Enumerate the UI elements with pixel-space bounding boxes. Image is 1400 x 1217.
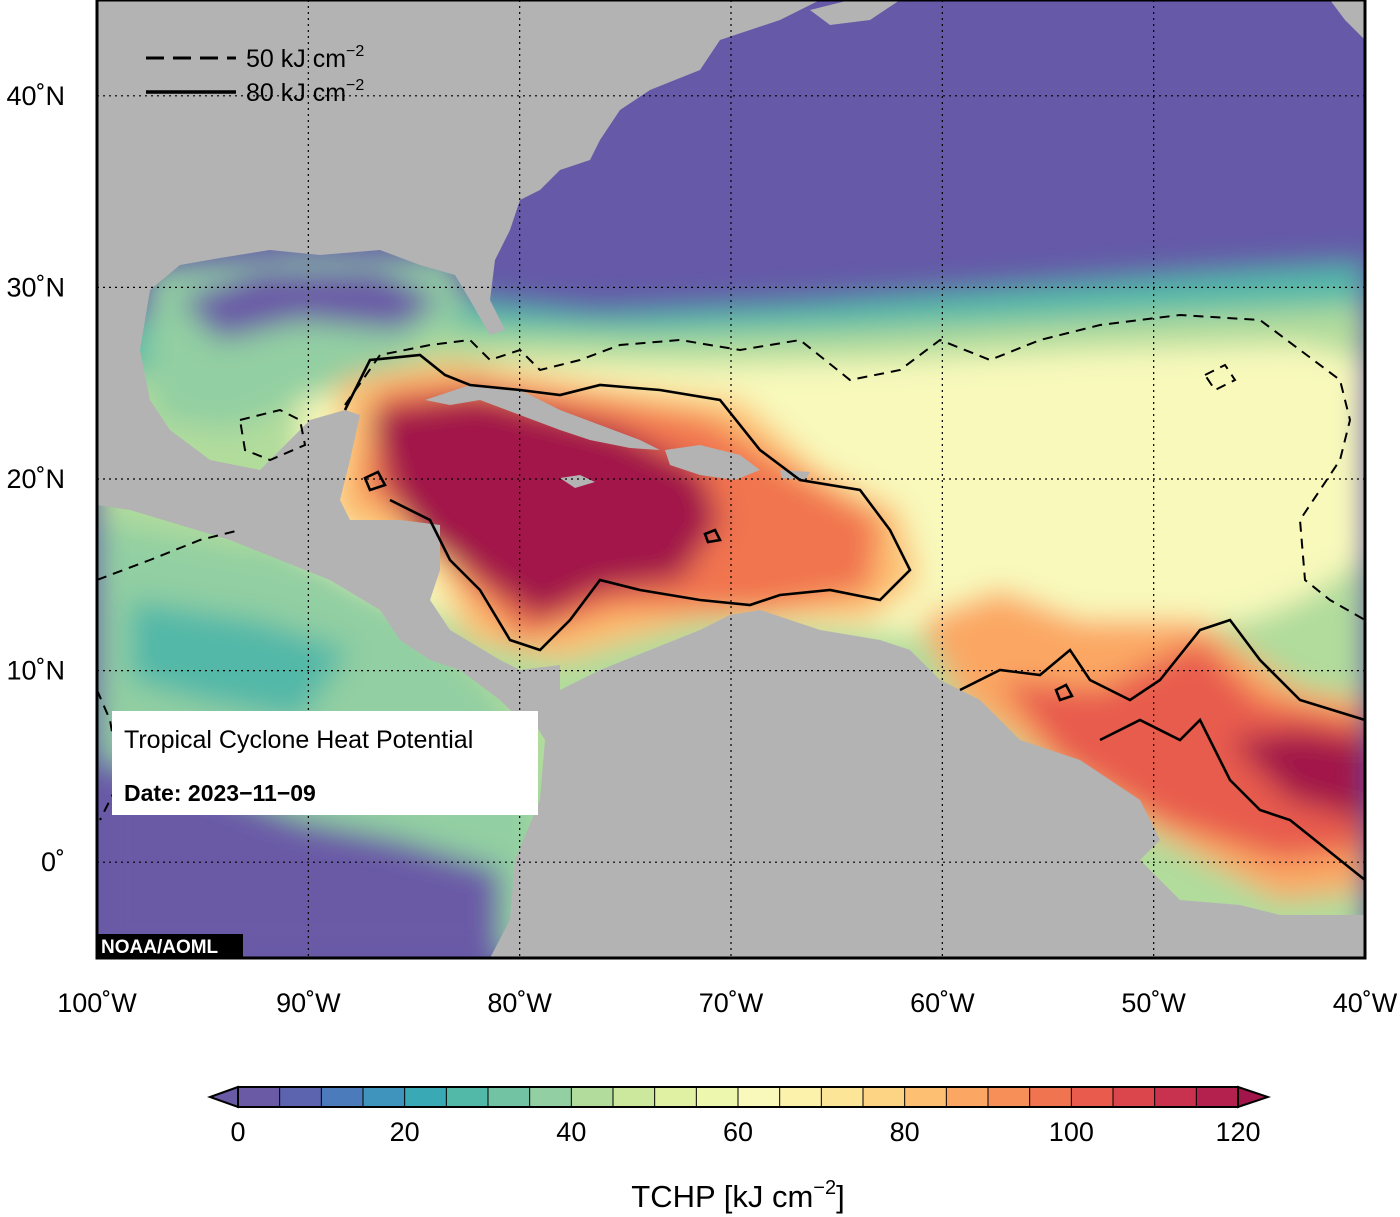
colorbar-low-arrow	[207, 1085, 239, 1109]
cuba-land	[425, 385, 660, 450]
colorbar-cell	[1154, 1087, 1197, 1107]
south-america-land	[490, 610, 1365, 958]
colorbar-frame	[237, 1086, 1239, 1108]
longitude-tick-labels: 100˚W 90˚W 80˚W 70˚W 60˚W 50˚W 40˚W	[57, 988, 1398, 1018]
legend-solid-label: 80 kJ cm−2	[246, 77, 364, 107]
colorbar-cell	[1029, 1087, 1072, 1107]
colorbar-cell	[279, 1087, 322, 1107]
colorbar-cell	[1196, 1087, 1239, 1107]
info-box: Tropical Cyclone Heat Potential Date: 20…	[112, 711, 538, 815]
colorbar-cell	[321, 1087, 364, 1107]
colorbar-tick-label: 0	[230, 1117, 245, 1147]
colorbar-cell	[696, 1087, 739, 1107]
contour-80	[343, 353, 1365, 882]
colorbar-cell	[571, 1087, 614, 1107]
colorbar-title: TCHP [kJ cm−2]	[631, 1177, 844, 1214]
info-box-background	[112, 711, 538, 815]
lon-tick-label: 90˚W	[276, 988, 341, 1018]
colorbar-cell	[238, 1087, 281, 1107]
info-box-title: Tropical Cyclone Heat Potential	[124, 726, 473, 754]
credit-badge: NOAA/AOML	[97, 934, 243, 958]
lon-tick-label: 50˚W	[1121, 988, 1186, 1018]
colorbar: 0 20 40 60 80 100 120 TCHP [kJ cm−2]	[207, 1085, 1272, 1214]
colorbar-tick-label: 20	[390, 1117, 420, 1147]
africa-corner-land	[1330, 0, 1365, 40]
colorbar-cell	[779, 1087, 822, 1107]
colorbar-cell	[904, 1087, 947, 1107]
hispaniola-land	[665, 445, 760, 480]
colorbar-tick-label: 120	[1215, 1117, 1260, 1147]
colorbar-cell	[1113, 1087, 1156, 1107]
colorbar-cell	[363, 1087, 406, 1107]
lon-tick-label: 80˚W	[487, 988, 552, 1018]
colorbar-cell	[654, 1087, 697, 1107]
info-box-date: Date: 2023−11−09	[124, 780, 316, 806]
lon-tick-label: 60˚W	[910, 988, 975, 1018]
colorbar-cell	[404, 1087, 447, 1107]
lon-tick-label: 40˚W	[1333, 988, 1398, 1018]
lat-tick-label: 0˚	[41, 847, 65, 877]
colorbar-cell	[613, 1087, 656, 1107]
lat-tick-label: 40˚N	[6, 81, 65, 111]
colorbar-high-arrow	[1237, 1085, 1272, 1109]
lat-tick-label: 30˚N	[6, 272, 65, 302]
contour-50	[97, 313, 1365, 821]
lon-tick-label: 70˚W	[699, 988, 764, 1018]
credit-background	[97, 934, 243, 958]
jamaica-land	[560, 475, 595, 488]
colorbar-cell	[488, 1087, 531, 1107]
colorbar-tick-label: 60	[723, 1117, 753, 1147]
colorbar-tick-label: 80	[890, 1117, 920, 1147]
contour-legend: 50 kJ cm−2 80 kJ cm−2	[146, 43, 364, 107]
latitude-tick-labels: 0˚ 10˚N 20˚N 30˚N 40˚N	[6, 81, 65, 877]
colorbar-cell	[946, 1087, 989, 1107]
colorbar-cell	[738, 1087, 781, 1107]
colorbar-tick-label: 40	[556, 1117, 586, 1147]
colorbar-cell	[988, 1087, 1031, 1107]
north-america-land	[97, 0, 820, 720]
nova-scotia-land	[810, 0, 900, 25]
colorbar-cell	[863, 1087, 906, 1107]
lat-tick-label: 10˚N	[6, 656, 65, 686]
colorbar-cell	[821, 1087, 864, 1107]
colorbar-tick-label: 100	[1049, 1117, 1094, 1147]
lat-tick-label: 20˚N	[6, 464, 65, 494]
legend-dashed-label: 50 kJ cm−2	[246, 43, 364, 73]
land-masses	[97, 0, 1365, 958]
colorbar-cell	[1071, 1087, 1114, 1107]
credit-text: NOAA/AOML	[101, 937, 219, 958]
colorbar-ticks: 0 20 40 60 80 100 120	[230, 1117, 1260, 1147]
colorbar-cell	[529, 1087, 572, 1107]
colorbar-cells	[238, 1087, 1239, 1107]
map-frame	[95, 0, 1367, 960]
map-panel	[97, 0, 1365, 958]
colorbar-cell	[446, 1087, 489, 1107]
lon-tick-label: 100˚W	[57, 988, 137, 1018]
